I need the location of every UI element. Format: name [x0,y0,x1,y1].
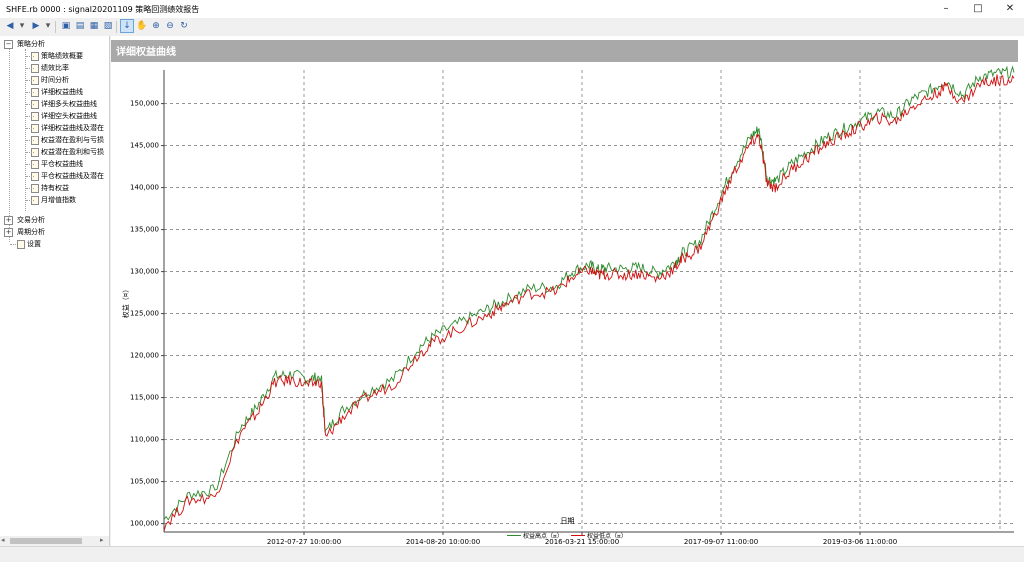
tree-item-label: 策略绩效概要 [41,52,83,60]
back-arrow-icon[interactable]: ◀ [6,21,14,31]
tree-connector [10,244,18,245]
y-tick-label: 135,000 [130,226,159,234]
tree-connector [26,152,34,153]
chart-series [163,65,1015,532]
y-axis-ticks: 100,000 105,000 110,000 115,000 120,000 125,0… [130,100,164,528]
close-button[interactable]: ✕ [1005,3,1015,14]
back-dropdown-icon[interactable]: ▾ [19,21,25,31]
tree-item-label: 平仓权益曲线及潜在 [41,172,104,180]
tree-item-label: 详细多头权益曲线 [41,100,97,108]
y-axis-label: 权益（¤） [121,286,130,318]
tree-item-label: 权益潜在盈利和亏损 [41,148,104,156]
y-tick-label: 125,000 [130,310,159,318]
export-icon[interactable]: ▤ [75,21,85,31]
pan-hand-icon[interactable]: ✋ [136,21,148,31]
window-title: SHFE.rb 0000 : signal20201109 策略回测绩效报告 [6,5,200,14]
navigation-tree: − 策略分析 策略绩效概要 绩效比率时间分析详细权益曲线详细多头权益曲线 详细空头权… [0,36,110,546]
status-bar [0,546,1024,562]
y-tick-label: 105,000 [130,478,159,486]
report-panel: 详细权益曲线 100,000 105,000 110,000 115,000 120,0… [111,36,1024,546]
y-tick-label: 100,000 [130,520,159,528]
toolbar-separator [116,21,117,33]
legend: 权益高点（¤） 权益低点（¤） [111,530,1024,542]
legend-label-high: 权益高点（¤） [523,533,563,540]
tree-horizontal-scrollbar[interactable]: ◂ ▸ [0,536,109,546]
collapse-icon[interactable]: − [4,40,13,49]
x-tick-label: 2019-03-06 11:00:00 [823,538,897,544]
toolbar-separator [55,21,56,33]
panel-header: 详细权益曲线 [111,40,1018,62]
tree-connector [25,49,26,211]
legend-swatch-low [571,535,585,536]
tree-connector [26,188,34,189]
expand-icon[interactable]: + [4,216,13,225]
tree-connector [26,140,34,141]
tree-connector [9,48,10,242]
tree-item-label: 绩效比率 [41,64,69,72]
y-tick-label: 150,000 [130,100,159,108]
tree-connector [26,80,34,81]
tree-item-label: 详细空头权益曲线 [41,112,97,120]
chart-grid [163,70,1014,532]
tree-connector [26,128,34,129]
tree-item-label: 平仓权益曲线 [41,160,83,168]
zoom-in-icon[interactable]: ⊕ [152,21,160,31]
scroll-right-icon[interactable]: ▸ [100,536,104,544]
x-tick-label: 2016-03-21 15:00:00 [545,538,619,544]
tree-connector [26,56,34,57]
tree-item-label: 月增值指数 [41,196,76,204]
y-tick-label: 130,000 [130,268,159,276]
y-tick-label: 120,000 [130,352,159,360]
legend-label-low: 权益低点（¤） [587,533,627,540]
y-tick-label: 145,000 [130,142,159,150]
toolbar: ◀ ▾ ▶ ▾ ▣ ▤ ▦ ▧ ↓ ✋ ⊕ ⊖ ↻ [0,18,1024,36]
tree-node-label: 交易分析 [17,216,45,224]
y-tick-label: 140,000 [130,184,159,192]
tree-connector [26,92,34,93]
tree-node-label: 设置 [27,240,41,248]
series-line-high [163,65,1015,521]
tree-item-label: 详细权益曲线及潜在 [41,124,104,132]
x-axis-label: 日期 [560,517,575,525]
y-tick-label: 110,000 [130,436,159,444]
title-bar: SHFE.rb 0000 : signal20201109 策略回测绩效报告 –… [0,0,1024,18]
tree-node-label: 周期分析 [17,228,45,236]
x-tick-label: 2014-08-20 10:00:00 [406,538,480,544]
scroll-left-icon[interactable]: ◂ [1,536,5,544]
tree-item-label: 详细权益曲线 [41,88,83,96]
expand-icon[interactable]: + [4,228,13,237]
tree-connector [26,68,34,69]
tree-connector [26,116,34,117]
page-icon [17,240,25,249]
y-tick-label: 115,000 [130,394,159,402]
equity-chart[interactable]: 100,000 105,000 110,000 115,000 120,000 125,0… [111,64,1024,544]
tree-node-label: 策略分析 [17,40,45,48]
scrollbar-thumb[interactable] [10,538,82,544]
refresh-icon[interactable]: ↻ [180,21,188,31]
tree-connector [26,164,34,165]
tree-item-label: 时间分析 [41,76,69,84]
print-icon[interactable]: ▦ [89,21,99,31]
forward-dropdown-icon[interactable]: ▾ [45,21,51,31]
forward-arrow-icon[interactable]: ▶ [32,21,40,31]
tree-connector [26,176,34,177]
pointer-icon[interactable]: ↓ [120,19,134,33]
tree-connector [26,104,34,105]
tree-item-label: 权益潜在盈利与亏损 [41,136,104,144]
panel-title: 详细权益曲线 [116,47,176,58]
series-line-low [163,74,1015,532]
minimize-button[interactable]: – [943,3,949,14]
zoom-out-icon[interactable]: ⊖ [166,21,174,31]
tree-connector [26,200,34,201]
legend-swatch-high [507,535,521,536]
maximize-button[interactable]: □ [973,3,983,14]
tree-item-label: 持有权益 [41,184,69,192]
save-icon[interactable]: ▣ [61,21,71,31]
view-icon[interactable]: ▧ [103,21,113,31]
x-tick-label: 2012-07-27 10:00:00 [267,538,341,544]
x-tick-label: 2017-09-07 11:00:00 [684,538,758,544]
